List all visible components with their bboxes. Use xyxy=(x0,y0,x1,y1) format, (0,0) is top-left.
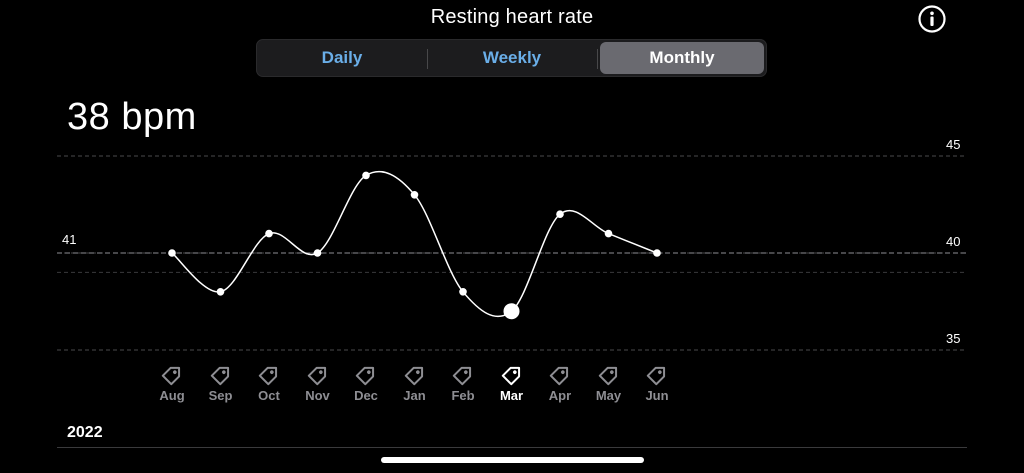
current-value: 38 bpm xyxy=(67,96,197,138)
month-label[interactable]: Nov xyxy=(305,388,330,403)
data-point xyxy=(362,171,370,180)
info-icon[interactable] xyxy=(918,5,946,33)
tag-icon[interactable] xyxy=(545,361,575,389)
tag-icon[interactable] xyxy=(303,361,333,389)
y-tick-label: 40 xyxy=(946,234,960,249)
tag-icon[interactable] xyxy=(594,361,624,389)
tab-weekly[interactable]: Weekly xyxy=(482,48,542,67)
month-label[interactable]: Oct xyxy=(258,388,280,403)
month-label[interactable]: Feb xyxy=(451,388,475,403)
tag-icon[interactable] xyxy=(206,361,236,389)
tab-monthly[interactable]: Monthly xyxy=(600,42,764,74)
tag-icon[interactable] xyxy=(642,361,672,389)
month-label[interactable]: Aug xyxy=(159,388,185,403)
divider xyxy=(57,447,967,448)
data-point xyxy=(168,249,176,257)
tag-icon[interactable] xyxy=(497,361,527,389)
tab-daily[interactable]: Daily xyxy=(321,48,363,67)
month-label[interactable]: Dec xyxy=(354,388,378,403)
month-label[interactable]: May xyxy=(595,388,622,403)
month-label[interactable]: Jun xyxy=(645,388,669,403)
average-label: 41 xyxy=(62,232,76,247)
tab-divider xyxy=(427,49,428,69)
page-title: Resting heart rate xyxy=(430,6,594,28)
data-point xyxy=(265,229,273,238)
data-point xyxy=(653,249,661,257)
month-label[interactable]: Mar xyxy=(499,388,524,403)
tab-divider xyxy=(597,49,598,69)
month-label[interactable]: Apr xyxy=(548,388,572,403)
data-point xyxy=(216,288,225,296)
tag-icon[interactable] xyxy=(157,361,187,389)
data-point xyxy=(313,249,322,257)
y-tick-label: 35 xyxy=(946,331,960,346)
month-label[interactable]: Sep xyxy=(208,388,233,403)
period-segmented-control: Daily Weekly Monthly xyxy=(256,39,767,77)
tag-icon[interactable] xyxy=(254,361,284,389)
resting-heart-rate-chart: 45 40 35 41 xyxy=(57,137,967,351)
tag-icon[interactable] xyxy=(400,361,430,389)
tag-icon[interactable] xyxy=(448,361,478,389)
tag-icon[interactable] xyxy=(351,361,381,389)
data-point xyxy=(410,191,419,199)
data-point xyxy=(459,288,467,296)
year-label: 2022 xyxy=(67,424,103,441)
data-point xyxy=(604,229,613,238)
home-indicator[interactable] xyxy=(381,457,644,463)
selected-data-point xyxy=(503,303,520,320)
month-label[interactable]: Jan xyxy=(403,388,426,403)
data-point xyxy=(556,210,564,218)
y-tick-label: 45 xyxy=(946,137,960,152)
